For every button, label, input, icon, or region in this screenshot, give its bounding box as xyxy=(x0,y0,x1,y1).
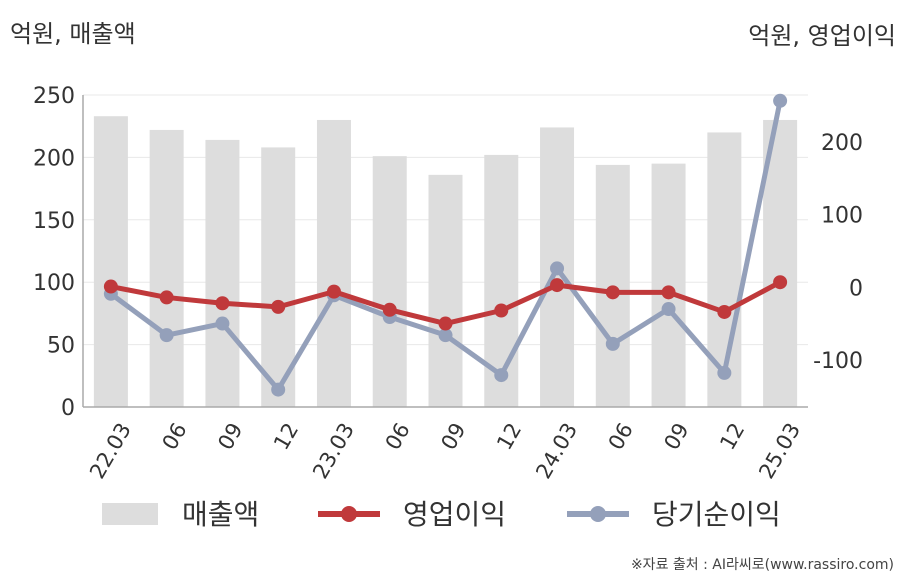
right-axis-unit: 억원, 영업이익 xyxy=(748,22,896,50)
y-tick-label-right: 100 xyxy=(821,204,863,229)
bar-revenue xyxy=(261,147,296,407)
legend-swatch-revenue xyxy=(102,503,158,525)
point-net-profit xyxy=(215,316,230,331)
point-operating-profit xyxy=(271,299,286,314)
legend-label-revenue: 매출액 xyxy=(182,498,259,531)
point-operating-profit xyxy=(773,275,788,290)
x-tick-label: 23.03 xyxy=(308,419,359,483)
point-operating-profit xyxy=(438,316,453,331)
point-net-profit xyxy=(605,336,620,351)
point-operating-profit xyxy=(661,285,676,300)
point-net-profit xyxy=(271,382,286,397)
x-tick-label: 06 xyxy=(158,419,192,454)
line-series xyxy=(103,93,788,397)
left-axis-unit: 억원, 매출액 xyxy=(10,20,136,48)
point-net-profit xyxy=(159,328,174,343)
bar-revenue xyxy=(205,139,240,408)
x-tick-label: 12 xyxy=(492,419,526,454)
legend-label-operating-profit: 영업이익 xyxy=(403,498,506,531)
source-note: ※자료 출처 : AI라씨로(www.rassiro.com) xyxy=(630,557,894,573)
point-net-profit xyxy=(550,261,565,276)
legend-label-net-profit: 당기순이익 xyxy=(652,498,781,531)
bar-series xyxy=(93,116,798,408)
x-tick-label: 06 xyxy=(381,419,415,454)
point-operating-profit xyxy=(159,290,174,305)
bar-revenue xyxy=(316,119,351,408)
legend-marker-operating-profit xyxy=(341,506,357,522)
x-tick-label: 09 xyxy=(213,419,247,454)
x-tick-label: 24.03 xyxy=(531,419,582,483)
y-tick-label-left: 250 xyxy=(33,84,75,109)
point-operating-profit xyxy=(550,278,565,293)
y-tick-label-left: 50 xyxy=(47,334,75,359)
y-tick-label-left: 150 xyxy=(33,209,75,234)
point-operating-profit xyxy=(717,304,732,319)
bar-revenue xyxy=(93,116,128,407)
point-net-profit xyxy=(773,93,788,108)
x-tick-label: 25.03 xyxy=(754,419,805,483)
x-tick-label: 22.03 xyxy=(85,419,136,483)
y-tick-label-left: 100 xyxy=(33,271,75,296)
y-tick-label-right: 200 xyxy=(821,131,863,156)
point-operating-profit xyxy=(103,279,118,294)
point-operating-profit xyxy=(494,303,509,318)
point-net-profit xyxy=(661,302,676,317)
x-tick-label: 09 xyxy=(659,419,693,454)
point-net-profit xyxy=(438,328,453,343)
point-operating-profit xyxy=(605,285,620,300)
x-tick-label: 09 xyxy=(436,419,470,454)
bar-revenue xyxy=(651,163,686,407)
bar-revenue xyxy=(372,156,407,407)
point-operating-profit xyxy=(215,296,230,311)
y-tick-label-left: 200 xyxy=(33,146,75,171)
legend-marker-net-profit xyxy=(590,506,606,522)
point-operating-profit xyxy=(326,284,341,299)
x-tick-label: 06 xyxy=(604,419,638,454)
bar-revenue xyxy=(428,174,463,407)
point-operating-profit xyxy=(382,302,397,317)
y-tick-label-right: -100 xyxy=(813,349,863,374)
point-net-profit xyxy=(717,365,732,380)
x-tick-label: 12 xyxy=(269,419,303,454)
bar-revenue xyxy=(149,129,184,407)
point-net-profit xyxy=(494,368,509,383)
y-tick-label-left: 0 xyxy=(61,396,75,421)
y-tick-label-right: 0 xyxy=(849,276,863,301)
axes xyxy=(82,95,808,408)
legend: 매출액 영업이익 당기순이익 xyxy=(102,498,781,531)
x-tick-label: 12 xyxy=(715,419,749,454)
